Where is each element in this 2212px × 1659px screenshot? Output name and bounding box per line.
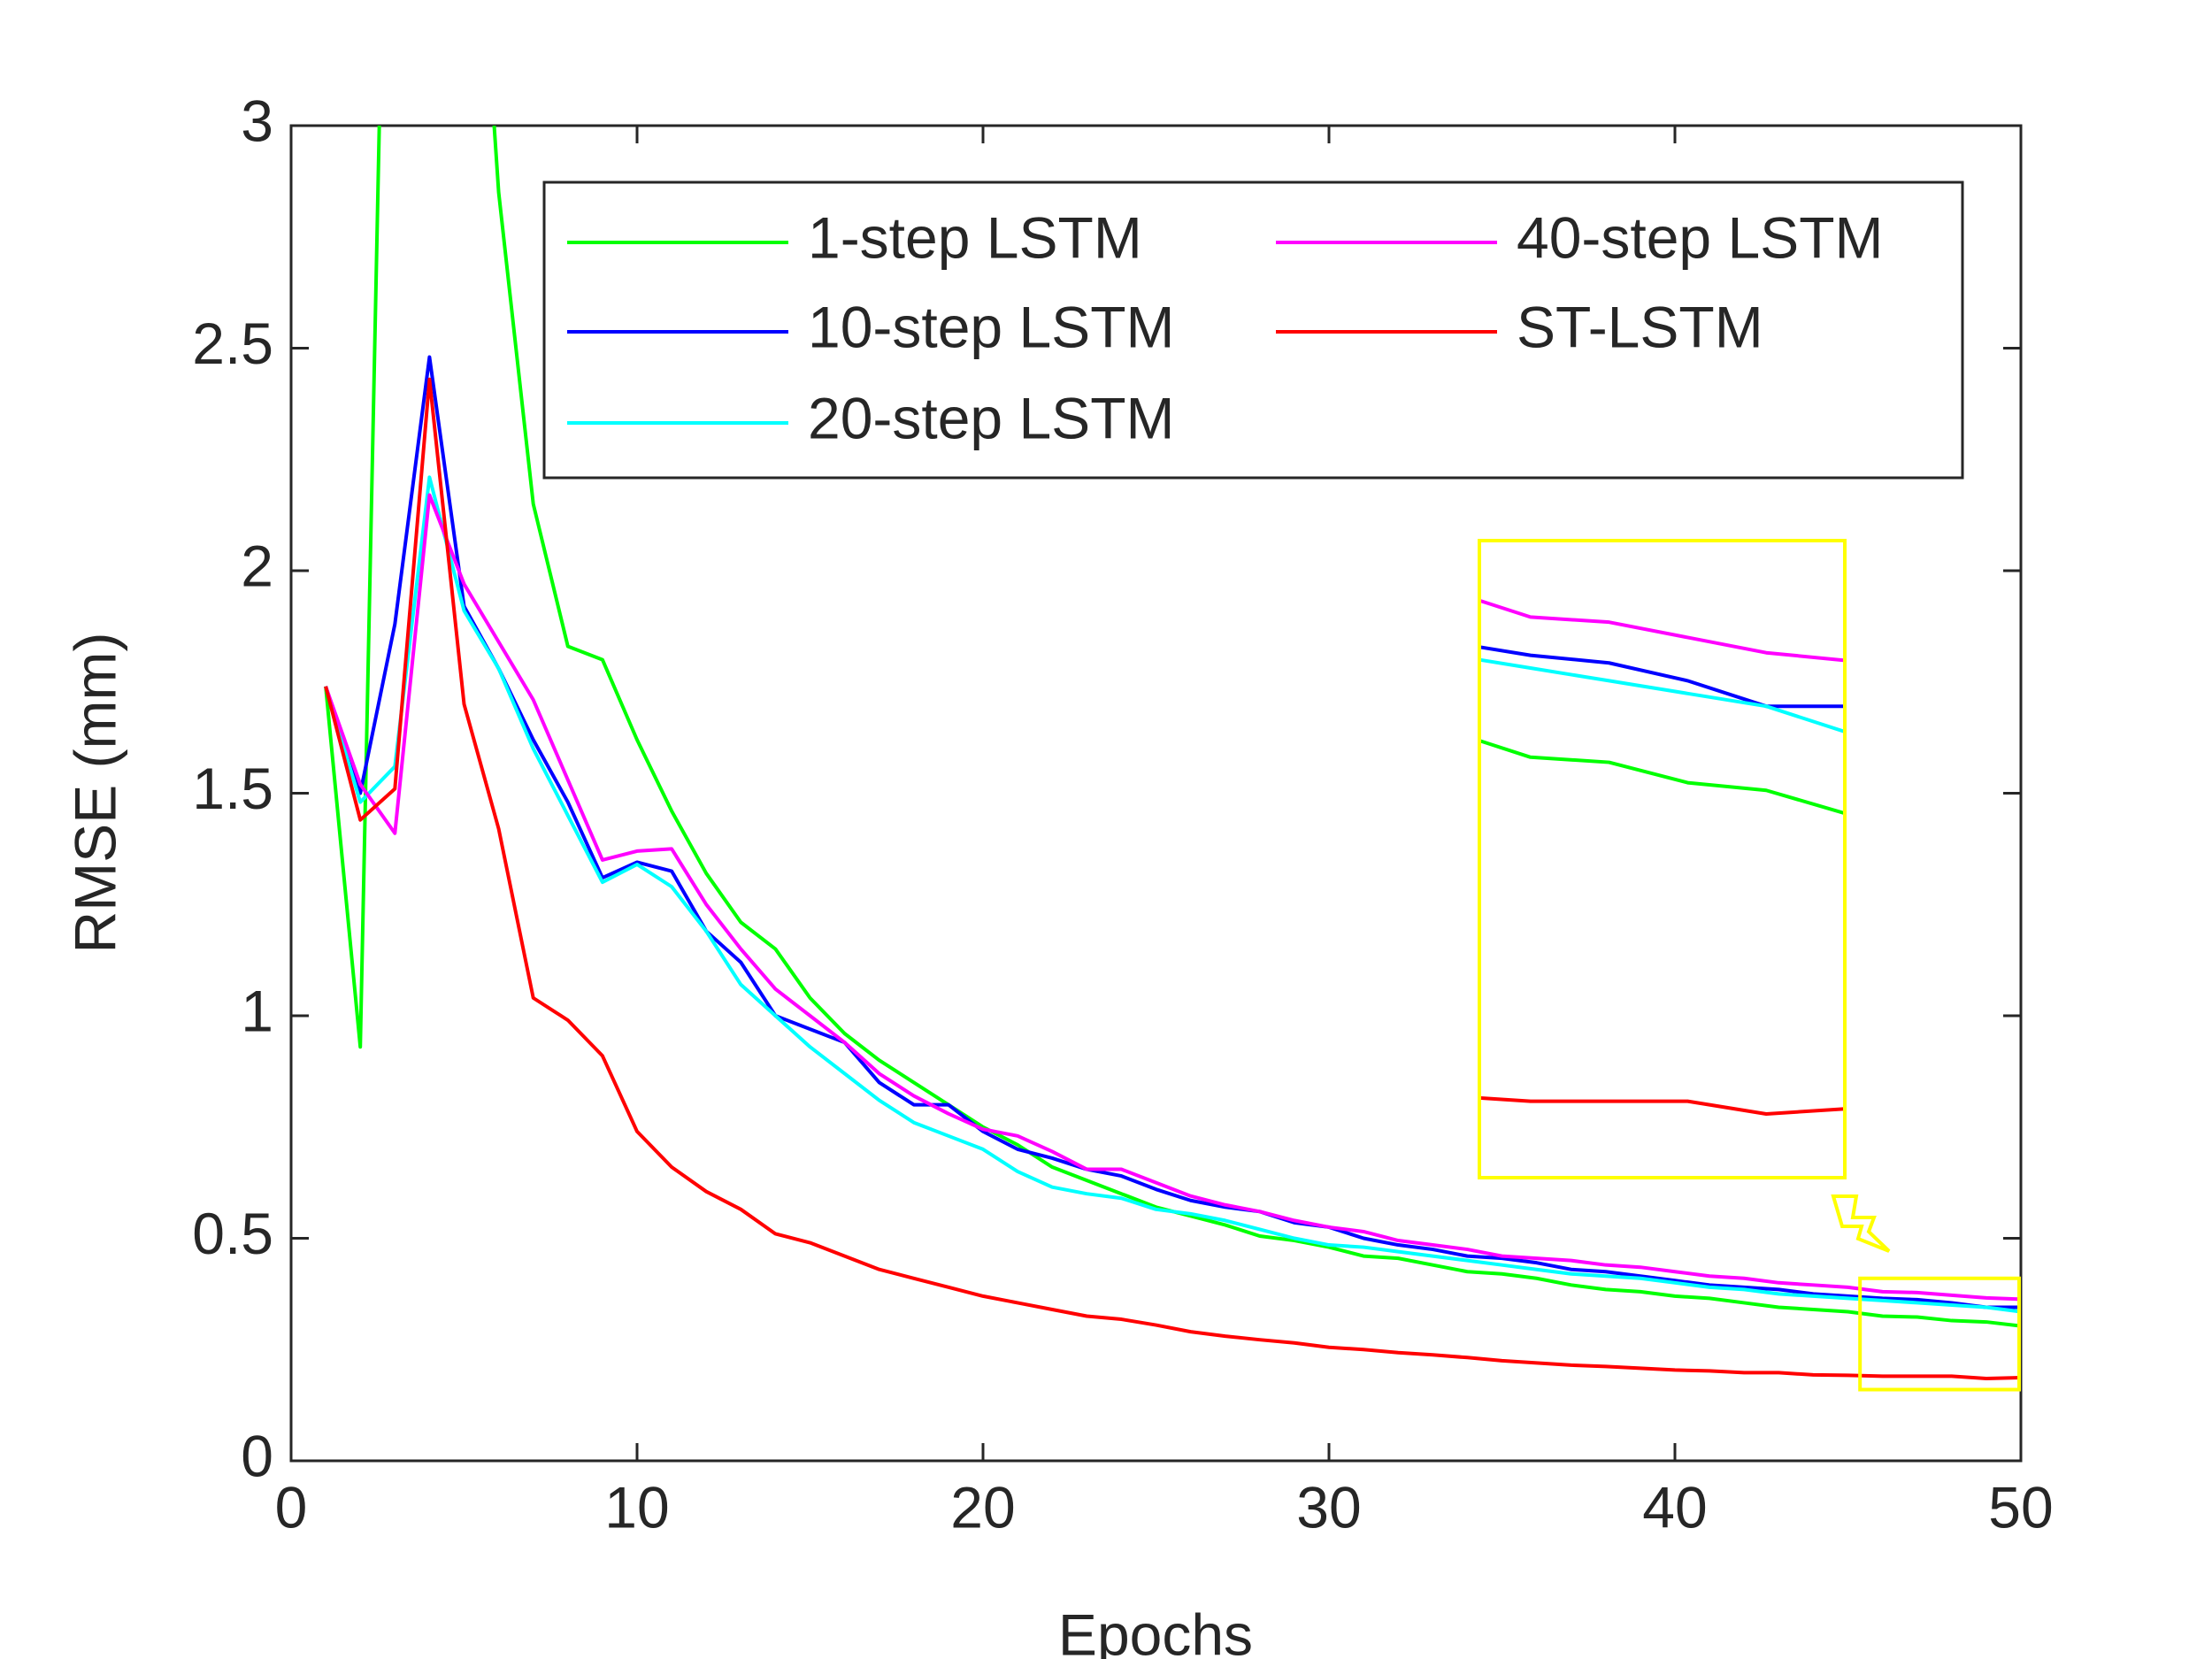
line (324, 355, 2021, 1310)
inset-background (1479, 541, 1845, 1178)
y-tick-label: 3 (241, 88, 273, 153)
legend-label: 1-step LSTM (808, 204, 1142, 270)
line (324, 377, 2021, 1380)
x-axis-title: Epochs (1058, 1601, 1253, 1659)
y-tick-label: 0.5 (192, 1201, 273, 1266)
line (324, 493, 2021, 1302)
x-tick-label: 0 (275, 1474, 308, 1540)
y-tick-label: 2.5 (192, 311, 273, 376)
y-tick-label: 1.5 (192, 756, 273, 821)
inset-frame (1478, 539, 1847, 1179)
legend-label: 10-step LSTM (808, 294, 1175, 359)
y-axis-title: RMSE (mm) (62, 633, 127, 954)
x-tick-label: 20 (950, 1474, 1015, 1540)
x-tick-label: 10 (604, 1474, 669, 1540)
zoom-arrow (1831, 1194, 1891, 1253)
zoom-region (1858, 1276, 2022, 1392)
plot-lines (324, 126, 2021, 1380)
y-tick-label: 2 (241, 533, 273, 598)
y-tick-label: 0 (241, 1423, 273, 1488)
legend-label: ST-LSTM (1517, 294, 1763, 359)
x-tick-label: 30 (1296, 1474, 1361, 1540)
line (324, 475, 2021, 1314)
legend-label: 20-step LSTM (808, 385, 1175, 450)
x-tick-label: 50 (1988, 1474, 2053, 1540)
legend-label: 40-step LSTM (1517, 204, 1884, 270)
y-tick-label: 1 (241, 978, 273, 1043)
x-tick-label: 40 (1642, 1474, 1707, 1540)
